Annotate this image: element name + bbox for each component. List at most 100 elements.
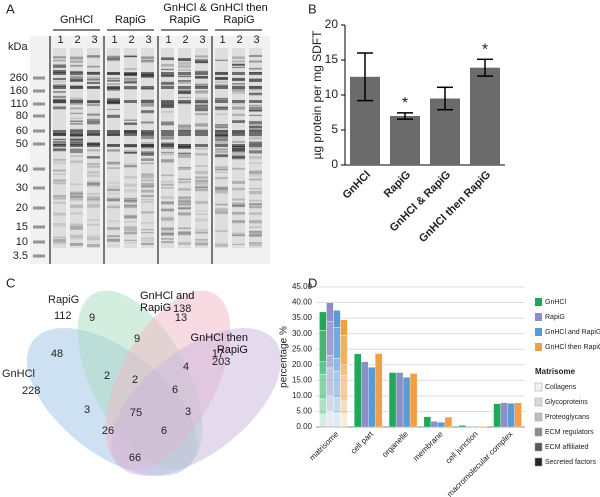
- band: [195, 97, 208, 101]
- lane-smear: [195, 48, 208, 248]
- band: [178, 166, 191, 169]
- band: [161, 111, 174, 113]
- lane-smear: [249, 48, 262, 248]
- band: [161, 81, 174, 85]
- band: [232, 100, 245, 103]
- band: [232, 113, 245, 116]
- band: [161, 151, 174, 156]
- band: [178, 133, 191, 136]
- band: [249, 234, 262, 237]
- band: [107, 235, 120, 237]
- band: [87, 78, 100, 81]
- band: [195, 106, 208, 108]
- band: [70, 204, 83, 208]
- lane-number: 1: [165, 34, 171, 46]
- band: [232, 220, 245, 224]
- band: [70, 56, 83, 60]
- marker-label: 110: [10, 98, 28, 110]
- band: [141, 86, 154, 89]
- band: [87, 171, 100, 175]
- group-label: GnHCl: [59, 14, 93, 26]
- band: [178, 100, 191, 103]
- band: [249, 67, 262, 70]
- band: [141, 121, 154, 124]
- band: [141, 130, 154, 133]
- legend-label: Secreted factors: [545, 459, 596, 466]
- panel-label: B: [308, 1, 317, 16]
- band: [124, 144, 137, 147]
- band: [249, 78, 262, 82]
- band: [215, 144, 228, 147]
- marker-band: [33, 89, 45, 93]
- band: [70, 133, 83, 136]
- legend-swatch: [534, 457, 543, 467]
- band: [178, 178, 191, 181]
- band: [215, 208, 228, 210]
- band: [141, 194, 154, 198]
- band: [107, 235, 120, 238]
- band: [53, 84, 66, 88]
- set-name: GnHCl: [2, 368, 35, 380]
- band: [107, 108, 120, 110]
- band: [53, 72, 66, 75]
- stack-segment: [326, 395, 334, 412]
- band: [161, 124, 174, 126]
- band: [178, 232, 191, 235]
- band: [124, 146, 137, 148]
- band: [249, 78, 262, 83]
- band: [195, 231, 208, 234]
- band: [215, 77, 228, 81]
- band: [249, 114, 262, 116]
- stack-segment: [340, 375, 348, 401]
- band: [178, 200, 191, 203]
- band: [70, 191, 83, 194]
- x-tick-label: GnHCl: [340, 169, 373, 202]
- band: [178, 80, 191, 84]
- lane-number: 3: [253, 34, 259, 46]
- band: [70, 149, 83, 154]
- y-tick-label: 10: [325, 87, 339, 101]
- y-tick-label: 15: [325, 52, 339, 66]
- band: [107, 133, 120, 136]
- lane-number: 3: [91, 34, 97, 46]
- band: [249, 141, 262, 145]
- band: [161, 130, 174, 133]
- band: [232, 151, 245, 155]
- band: [249, 178, 262, 180]
- band: [53, 180, 66, 184]
- lane-smear: [161, 48, 174, 248]
- band: [232, 205, 245, 208]
- bar: [354, 353, 362, 428]
- band: [232, 140, 245, 143]
- y-tick-label: 5.00: [296, 407, 312, 416]
- bar: [479, 426, 487, 428]
- band: [178, 230, 191, 234]
- band: [195, 189, 208, 192]
- y-axis-label: µg protein per mg SDFT: [310, 30, 324, 160]
- band: [215, 186, 228, 190]
- venn-count: 9: [134, 333, 140, 345]
- band: [232, 180, 245, 184]
- stack-segment: [340, 400, 348, 415]
- band: [87, 237, 100, 241]
- band: [161, 74, 174, 78]
- band: [53, 222, 66, 226]
- legend-label: ECM regulators: [545, 429, 594, 436]
- band: [232, 130, 245, 133]
- band: [161, 144, 174, 147]
- band: [141, 179, 154, 182]
- stack-segment: [333, 370, 341, 398]
- band: [70, 86, 83, 89]
- band: [53, 70, 66, 74]
- band: [215, 107, 228, 109]
- y-tick-label: 25.00: [292, 344, 313, 353]
- band: [124, 88, 137, 90]
- band: [249, 231, 262, 233]
- band: [70, 192, 83, 196]
- band: [124, 183, 137, 187]
- band: [215, 77, 228, 80]
- band: [124, 200, 137, 202]
- band: [107, 167, 120, 170]
- band: [70, 100, 83, 103]
- band: [87, 163, 100, 167]
